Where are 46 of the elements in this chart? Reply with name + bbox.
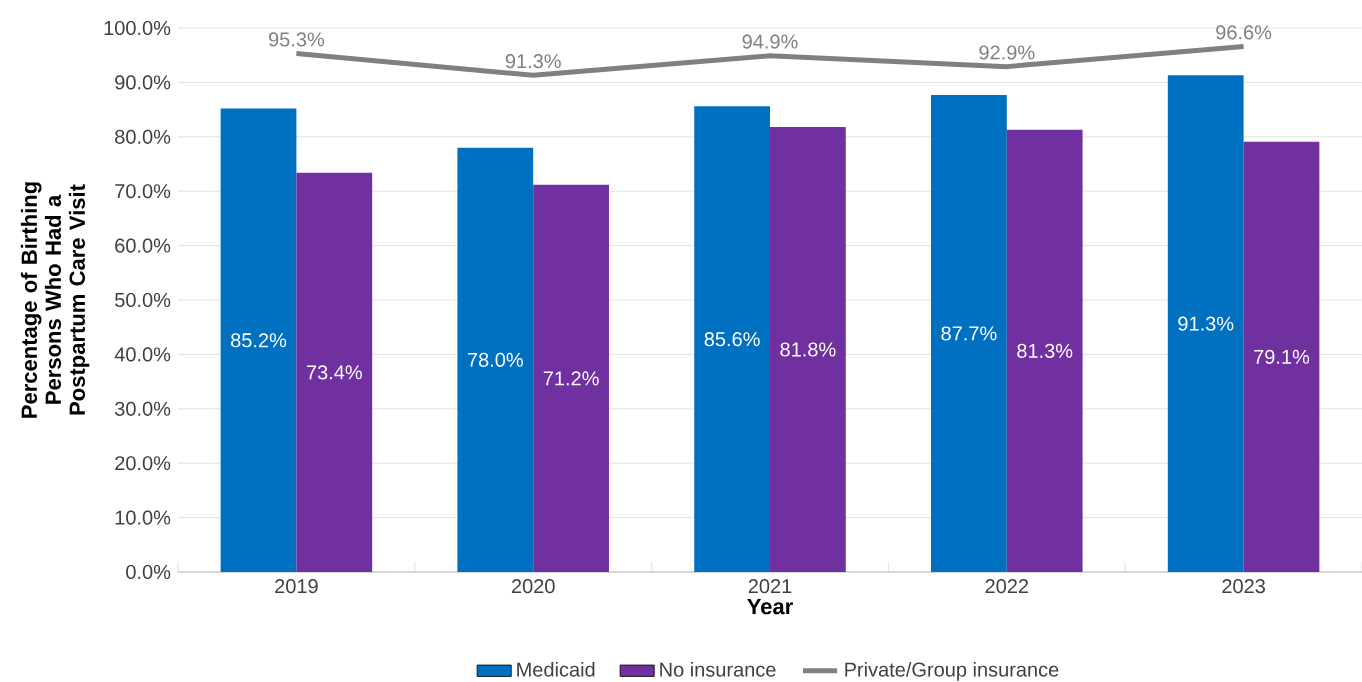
y-axis-title: Percentage of Birthing Persons Who Had a Postpartum Care Visit	[20, 182, 90, 418]
data-label: 71.2%	[543, 371, 599, 386]
y-tick-label: 50.0%	[115, 292, 171, 308]
legend-label: No insurance	[660, 662, 776, 677]
data-label: 94.9%	[742, 34, 798, 49]
y-tick-label: 10.0%	[115, 510, 171, 525]
data-label: 81.8%	[780, 342, 836, 357]
bar	[457, 147, 534, 573]
data-label: 73.4%	[306, 365, 362, 380]
x-tick-label: 2020	[511, 579, 555, 594]
legend-label: Private/Group insurance	[845, 662, 1059, 681]
data-label: 96.6%	[1216, 25, 1272, 40]
bar	[1243, 141, 1320, 573]
y-tick-label: 100.0%	[104, 20, 171, 36]
x-tick-label: 2022	[985, 579, 1029, 594]
data-label: 92.9%	[979, 45, 1035, 60]
x-tick-label: 2019	[275, 579, 318, 594]
y-tick-label: 90.0%	[115, 75, 171, 90]
bar	[1167, 75, 1244, 573]
data-label: 87.7%	[941, 326, 997, 341]
bar	[220, 108, 297, 573]
bar	[931, 94, 1007, 573]
data-label: 85.2%	[231, 333, 287, 348]
y-tick-label: 20.0%	[115, 456, 171, 471]
y-tick-label: 70.0%	[115, 184, 171, 199]
y-tick-label: 30.0%	[114, 401, 171, 416]
x-tick-label: 2021	[748, 579, 792, 594]
bar	[694, 106, 770, 573]
data-label: 91.3%	[505, 54, 561, 69]
bar	[1006, 129, 1083, 573]
x-axis-title: Year	[747, 598, 793, 615]
y-tick-label: 80.0%	[115, 129, 171, 144]
bar	[533, 184, 609, 573]
data-label: 91.3%	[1178, 316, 1234, 331]
x-tick-label: 2023	[1222, 579, 1265, 594]
data-label: 95.3%	[268, 32, 325, 47]
y-tick-label: 40.0%	[114, 347, 171, 362]
legend-label: Medicaid	[517, 662, 595, 677]
data-label: 78.0%	[467, 352, 523, 367]
data-label: 85.6%	[704, 332, 760, 347]
bar	[296, 172, 373, 573]
data-label: 79.1%	[1254, 349, 1310, 364]
y-tick-label: 0.0%	[126, 564, 171, 580]
data-label: 81.3%	[1017, 343, 1073, 358]
y-tick-label: 60.0%	[115, 238, 171, 253]
bar	[770, 127, 846, 573]
